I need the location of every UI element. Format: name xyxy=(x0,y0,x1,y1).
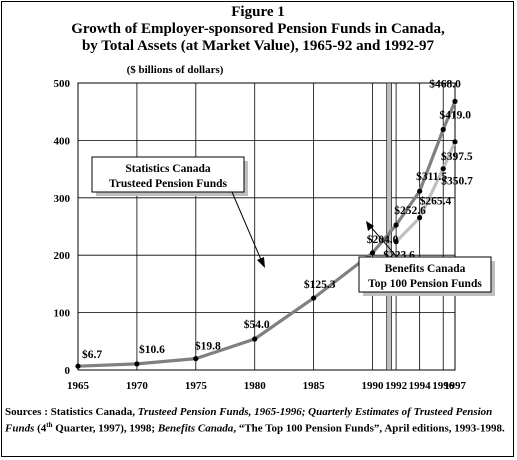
statcan-callout-line2: Trusteed Pension Funds xyxy=(109,178,228,190)
benefits-label-1994: $265.4 xyxy=(420,195,452,208)
x-tick-label-1997: 1997 xyxy=(444,380,467,392)
y-axis-unit-label: ($ billions of dollars) xyxy=(127,64,224,76)
statcan-point-1975 xyxy=(193,356,199,362)
statcan-label-1990: $204.0 xyxy=(367,233,399,246)
benefits-label-1997: $397.5 xyxy=(441,150,473,163)
x-tick-label-1975: 1975 xyxy=(185,380,208,392)
source-suffix: , “The Top 100 Pension Funds”, April edi… xyxy=(233,422,505,435)
figure-title-line2: by Total Assets (at Market Value), 1965-… xyxy=(82,38,435,54)
statcan-callout-line1: Statistics Canada xyxy=(125,163,211,175)
source-note: Sources : Statistics Canada, Trusteed Pe… xyxy=(5,406,510,436)
x-tick-label-1980: 1980 xyxy=(244,380,267,392)
statcan-series-line xyxy=(77,100,457,368)
benefits-callout-line1: Benefits Canada xyxy=(385,263,466,275)
x-tick-label-1996: 1996 xyxy=(432,380,455,392)
source-ref2: Benefits Canada xyxy=(157,422,234,435)
statcan-point-1997 xyxy=(452,98,458,104)
statcan-point-1996 xyxy=(440,126,446,133)
x-tick-label-1970: 1970 xyxy=(126,380,149,392)
source-mid1: (4 xyxy=(34,422,47,435)
figure-label: Figure 1 xyxy=(231,4,284,20)
x-tick-label-1994: 1994 xyxy=(409,380,432,392)
axes: 0 100 200 300 400 500 1965 1970 1975 1980 1985 1990… xyxy=(54,78,467,392)
statcan-label-1997: $468.0 xyxy=(429,77,461,90)
statcan-point-1970 xyxy=(134,361,140,367)
statcan-callout-arrow xyxy=(231,191,263,263)
y-tick-label-200: 200 xyxy=(54,250,71,262)
benefits-callout-arrow xyxy=(369,225,398,258)
y-tick-label-400: 400 xyxy=(54,135,71,147)
x-tick-label-1992: 1992 xyxy=(385,380,408,392)
benefits-point-1992 xyxy=(393,239,399,245)
y-tick-label-300: 300 xyxy=(54,193,71,205)
figure-title-line1: Growth of Employer-sponsored Pension Fun… xyxy=(71,21,445,37)
benefits-label-1996: $350.7 xyxy=(441,175,473,188)
statcan-label-1985: $125.3 xyxy=(304,278,336,291)
source-prefix: Sources : Statistics Canada, xyxy=(5,406,138,418)
grid xyxy=(77,82,456,371)
statcan-label-1970: $10.6 xyxy=(139,343,165,356)
source-superscript: th xyxy=(46,421,53,429)
y-tick-label-100: 100 xyxy=(54,308,71,320)
statcan-label-1975: $19.8 xyxy=(195,340,221,353)
benefits-callout-line2: Top 100 Pension Funds xyxy=(368,278,482,290)
period-divider xyxy=(386,82,392,371)
benefits-point-1996 xyxy=(440,166,446,172)
statcan-label-1994: $311.5 xyxy=(416,170,447,183)
y-tick-label-0: 0 xyxy=(65,365,71,377)
statcan-callout-box xyxy=(91,156,245,193)
statcan-point-1990 xyxy=(369,250,376,256)
y-tick-label-500: 500 xyxy=(54,78,71,90)
x-tick-label-1965: 1965 xyxy=(67,380,90,392)
benefits-point-1997 xyxy=(452,139,458,145)
statcan-point-1980 xyxy=(252,336,258,342)
x-tick-label-1990: 1990 xyxy=(362,380,385,392)
statcan-callout: Statistics Canada Trusteed Pension Funds xyxy=(91,156,265,268)
benefits-callout-arrowhead xyxy=(366,221,374,231)
statcan-point-1965 xyxy=(75,363,81,369)
source-mid2: Quarter, 1997), 1998; xyxy=(52,422,158,435)
statcan-label-1996: $419.0 xyxy=(439,108,471,121)
benefits-callout-box xyxy=(358,256,492,293)
statcan-label-1965: $6.7 xyxy=(82,348,102,361)
source-ref1: Trusteed Pension Funds, 1965-1996; Quart… xyxy=(5,406,493,435)
statcan-label-1980: $54.0 xyxy=(244,318,270,331)
statcan-point-1994 xyxy=(417,188,423,194)
statcan-callout-arrowhead xyxy=(257,257,265,268)
benefits-callout: Benefits Canada Top 100 Pension Funds xyxy=(358,221,495,296)
statcan-point-1985 xyxy=(311,295,317,301)
benefits-series-line xyxy=(394,141,457,243)
x-tick-label-1985: 1985 xyxy=(303,380,326,392)
benefits-point-1994 xyxy=(417,215,423,221)
statcan-point-1992 xyxy=(393,222,399,228)
statcan-label-1992: $252.6 xyxy=(394,204,426,217)
series-lines xyxy=(75,98,458,369)
